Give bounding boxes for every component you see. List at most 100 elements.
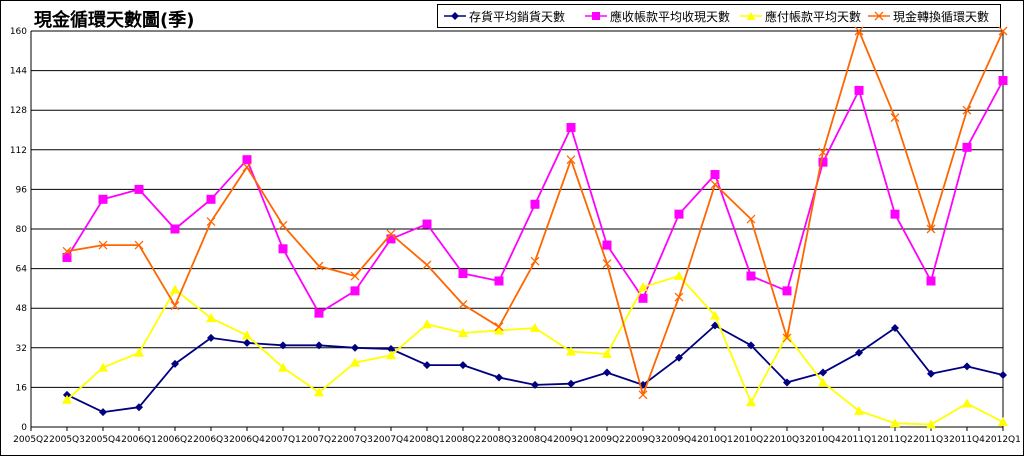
data-point-s3-2008Q3 bbox=[494, 322, 504, 332]
data-point-s1-2007Q3 bbox=[350, 286, 360, 296]
data-point-s3-2009Q3 bbox=[638, 390, 648, 400]
data-point-s1-2008Q3 bbox=[494, 276, 504, 286]
x-tick-label: 2010Q4 bbox=[805, 435, 841, 445]
legend-line-triangle-marker bbox=[740, 12, 762, 20]
data-point-s3-2010Q1 bbox=[710, 179, 720, 189]
x-tick-label: 2010Q2 bbox=[733, 435, 769, 445]
data-point-s1-2006Q1 bbox=[134, 184, 144, 194]
data-point-s2-2011Q3 bbox=[926, 419, 936, 429]
data-point-s3-2006Q3 bbox=[206, 217, 216, 227]
data-point-s2-2007Q1 bbox=[278, 362, 288, 372]
y-tick-label: 144 bbox=[10, 67, 27, 77]
data-point-s0-2010Q3 bbox=[783, 378, 791, 387]
legend-line-x-marker bbox=[868, 11, 890, 21]
data-point-s1-2009Q4 bbox=[674, 209, 684, 219]
legend-label-payable-days: 應付帳款平均天數 bbox=[765, 9, 862, 24]
data-point-s1-2006Q3 bbox=[206, 194, 216, 204]
data-point-s2-2006Q4 bbox=[242, 330, 252, 340]
data-point-s0-2006Q4 bbox=[243, 338, 251, 347]
data-point-s1-2007Q1 bbox=[278, 244, 288, 254]
legend-item-receivable-days: 應收帳款平均收現天數 bbox=[585, 5, 730, 27]
data-point-s2-2009Q3 bbox=[638, 282, 648, 292]
data-point-s2-2011Q2 bbox=[890, 418, 900, 428]
data-point-s0-2010Q4 bbox=[819, 368, 827, 377]
data-point-s0-2010Q1 bbox=[711, 321, 719, 330]
data-point-s0-2007Q1 bbox=[279, 341, 287, 350]
data-point-s2-2008Q3 bbox=[494, 325, 504, 335]
data-point-s2-2008Q2 bbox=[458, 327, 468, 337]
data-point-s1-2008Q1 bbox=[422, 219, 432, 229]
data-point-s1-2009Q3 bbox=[638, 293, 648, 303]
x-tick-label: 2008Q3 bbox=[481, 435, 517, 445]
x-tick-label: 2005Q3 bbox=[49, 435, 85, 445]
x-tick-label: 2012Q1 bbox=[985, 435, 1021, 445]
x-tick-label: 2010Q1 bbox=[697, 435, 733, 445]
x-tick-label: 2006Q2 bbox=[157, 435, 193, 445]
data-point-s3-2008Q4 bbox=[530, 256, 540, 266]
data-point-s1-2007Q2 bbox=[314, 308, 324, 318]
y-tick-label: 80 bbox=[16, 225, 28, 235]
data-point-s0-2008Q3 bbox=[495, 373, 503, 382]
data-point-s0-2009Q4 bbox=[675, 353, 683, 362]
legend-label-inventory-days: 存貨平均銷貨天數 bbox=[469, 9, 566, 24]
data-point-s3-2011Q1 bbox=[854, 26, 864, 36]
data-point-s2-2010Q4 bbox=[818, 377, 828, 387]
y-tick-label: 128 bbox=[10, 106, 27, 116]
x-tick-label: 2009Q2 bbox=[589, 435, 625, 445]
data-point-s0-2006Q3 bbox=[207, 333, 215, 342]
data-point-s2-2007Q4 bbox=[386, 350, 396, 360]
data-point-s0-2006Q2 bbox=[171, 359, 179, 368]
legend-item-inventory-days: 存貨平均銷貨天數 bbox=[444, 5, 565, 27]
data-point-s1-2011Q4 bbox=[962, 142, 972, 152]
data-point-s1-2012Q1 bbox=[998, 76, 1008, 85]
data-point-s0-2012Q1 bbox=[999, 371, 1007, 380]
y-tick-label: 96 bbox=[16, 185, 28, 195]
x-tick-label: 2009Q1 bbox=[553, 435, 589, 445]
data-point-s3-2007Q2 bbox=[314, 261, 324, 271]
data-point-s3-2010Q3 bbox=[782, 333, 792, 343]
data-point-s3-2010Q4 bbox=[818, 147, 828, 157]
data-point-s3-2009Q2 bbox=[602, 259, 612, 269]
data-point-s1-2010Q1 bbox=[710, 170, 720, 180]
x-tick-label: 2009Q4 bbox=[661, 435, 697, 445]
data-point-s0-2011Q3 bbox=[927, 369, 935, 378]
x-tick-label: 2011Q2 bbox=[877, 435, 913, 445]
data-point-s2-2008Q4 bbox=[530, 323, 540, 332]
legend-item-cash-cycle-days: 現金轉換循環天數 bbox=[868, 5, 989, 27]
data-point-s0-2011Q1 bbox=[855, 348, 863, 357]
data-point-s2-2005Q4 bbox=[98, 362, 108, 372]
data-point-s0-2010Q2 bbox=[747, 341, 755, 350]
y-tick-label: 112 bbox=[10, 146, 27, 156]
x-tick-label: 2011Q4 bbox=[949, 435, 985, 445]
data-point-s3-2006Q4 bbox=[242, 162, 252, 172]
data-point-s3-2005Q3 bbox=[62, 246, 72, 256]
data-point-s1-2006Q4 bbox=[242, 155, 252, 165]
legend-label-cash-cycle-days: 現金轉換循環天數 bbox=[893, 9, 990, 24]
chart-title: 現金循環天數圖(季) bbox=[34, 10, 195, 31]
y-tick-label: 16 bbox=[16, 383, 28, 393]
data-point-s3-2009Q1 bbox=[566, 155, 576, 165]
data-point-s3-2010Q2 bbox=[746, 214, 756, 224]
data-point-s3-2005Q4 bbox=[98, 240, 108, 250]
data-point-s2-2006Q2 bbox=[170, 284, 180, 294]
data-point-s1-2008Q2 bbox=[458, 269, 468, 279]
y-tick-label: 48 bbox=[16, 304, 28, 314]
x-tick-label: 2008Q1 bbox=[409, 435, 445, 445]
data-point-s1-2009Q2 bbox=[602, 240, 612, 250]
data-point-s3-2007Q4 bbox=[386, 229, 396, 239]
data-point-s2-2006Q1 bbox=[134, 347, 144, 357]
data-point-s0-2008Q1 bbox=[423, 361, 431, 370]
data-point-s1-2011Q2 bbox=[890, 209, 900, 219]
data-point-s0-2011Q2 bbox=[891, 324, 899, 332]
data-point-s2-2006Q3 bbox=[206, 313, 216, 323]
x-tick-label: 2005Q2 bbox=[13, 435, 49, 445]
legend-line-diamond-marker bbox=[444, 12, 466, 20]
data-point-s1-2007Q4 bbox=[386, 234, 396, 244]
data-point-s2-2007Q2 bbox=[314, 387, 324, 397]
data-point-s1-2010Q2 bbox=[746, 271, 756, 281]
data-point-s1-2011Q1 bbox=[854, 85, 864, 95]
legend-label-receivable-days: 應收帳款平均收現天數 bbox=[610, 9, 731, 24]
data-point-s2-2010Q2 bbox=[746, 397, 756, 407]
data-point-s3-2009Q4 bbox=[674, 292, 684, 302]
